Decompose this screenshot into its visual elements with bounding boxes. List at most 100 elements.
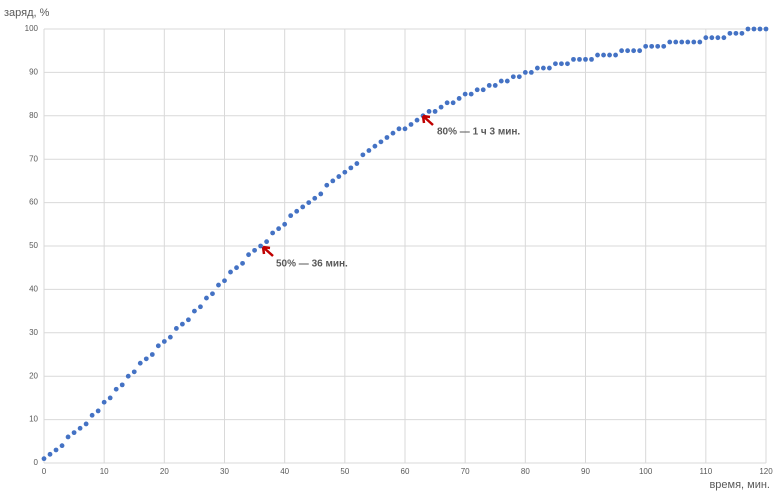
point [372,143,378,149]
point [715,35,721,41]
point [655,43,661,49]
point [607,52,612,58]
x-tick-label: 60 [401,467,410,476]
point [173,326,179,331]
y-tick-label: 70 [29,154,38,163]
point [143,356,149,362]
point [547,65,552,71]
point [318,191,324,197]
point [282,221,288,227]
point [402,126,408,132]
point [300,204,306,210]
point [565,61,570,67]
point [595,52,600,58]
point [468,91,474,97]
y-tick-label: 0 [34,458,39,467]
point [450,100,456,106]
y-tick-label: 50 [29,241,38,250]
point [492,83,498,88]
point [703,35,709,41]
x-axis-title: время, мин. [709,479,770,491]
point [137,360,143,366]
point [77,425,83,431]
point [378,139,384,145]
point [577,56,582,62]
point [149,352,155,357]
point [210,291,215,297]
point [649,43,655,49]
point [119,382,125,388]
point [198,304,203,310]
point [757,26,763,32]
point [312,195,318,201]
point [625,48,631,54]
arrow [261,245,274,257]
point [186,317,191,323]
point [342,169,348,175]
point [216,282,221,288]
point [571,56,576,62]
point [131,369,137,375]
point [679,39,685,45]
y-axis-title: заряд, % [4,7,50,19]
point [444,100,450,106]
point [619,48,624,54]
point [204,295,209,301]
point [83,421,89,427]
point [486,83,492,88]
point [721,35,727,41]
point [179,321,185,327]
point [480,87,486,93]
x-tick-label: 80 [521,467,530,476]
y-tick-label: 40 [29,285,38,294]
point [727,30,733,36]
arrow [421,114,434,126]
point [528,70,534,75]
point [65,434,71,440]
point [559,61,564,67]
point [408,122,414,127]
x-tick-label: 100 [639,467,653,476]
point [89,412,95,418]
point [228,269,233,275]
point [763,26,769,32]
point [709,35,715,41]
point [113,386,119,392]
x-tick-label: 20 [160,467,169,476]
point [504,78,510,84]
point [661,43,667,49]
point [360,152,366,158]
point [601,52,606,58]
point [330,178,336,184]
x-tick-label: 70 [461,467,470,476]
point [396,126,402,132]
point [390,130,396,136]
point [745,26,751,32]
point [366,148,372,153]
point [53,447,59,453]
point [155,343,161,349]
point [739,30,745,36]
point [697,39,703,45]
point [59,443,65,449]
point [101,399,107,405]
point [667,39,673,45]
y-tick-label: 90 [29,68,38,77]
point [553,61,558,67]
x-tick-label: 0 [42,467,47,476]
y-tick-label: 100 [25,24,39,33]
point [540,65,546,71]
point [161,339,167,344]
point [637,48,643,54]
x-tick-label: 110 [699,467,712,476]
x-tick-label: 90 [581,467,590,476]
y-tick-label: 60 [29,198,38,207]
x-tick-label: 40 [280,467,289,476]
point [192,308,197,314]
point [426,109,432,114]
point [462,91,468,97]
point [474,87,480,93]
point [47,451,53,457]
